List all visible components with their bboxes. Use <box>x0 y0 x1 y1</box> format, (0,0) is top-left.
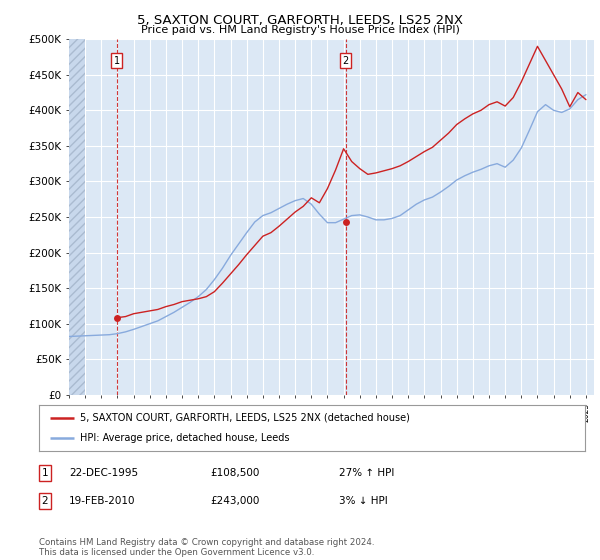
Text: 1: 1 <box>41 468 49 478</box>
Text: Contains HM Land Registry data © Crown copyright and database right 2024.
This d: Contains HM Land Registry data © Crown c… <box>39 538 374 557</box>
Text: 19-FEB-2010: 19-FEB-2010 <box>69 496 136 506</box>
Text: 1: 1 <box>114 55 120 66</box>
Text: £243,000: £243,000 <box>210 496 259 506</box>
Text: HPI: Average price, detached house, Leeds: HPI: Average price, detached house, Leed… <box>80 433 289 443</box>
Text: 5, SAXTON COURT, GARFORTH, LEEDS, LS25 2NX (detached house): 5, SAXTON COURT, GARFORTH, LEEDS, LS25 2… <box>80 413 410 423</box>
Text: 3% ↓ HPI: 3% ↓ HPI <box>339 496 388 506</box>
Text: 2: 2 <box>343 55 349 66</box>
Text: 27% ↑ HPI: 27% ↑ HPI <box>339 468 394 478</box>
Text: 2: 2 <box>41 496 49 506</box>
Text: Price paid vs. HM Land Registry's House Price Index (HPI): Price paid vs. HM Land Registry's House … <box>140 25 460 35</box>
Text: £108,500: £108,500 <box>210 468 259 478</box>
Text: 22-DEC-1995: 22-DEC-1995 <box>69 468 138 478</box>
Text: 5, SAXTON COURT, GARFORTH, LEEDS, LS25 2NX: 5, SAXTON COURT, GARFORTH, LEEDS, LS25 2… <box>137 14 463 27</box>
